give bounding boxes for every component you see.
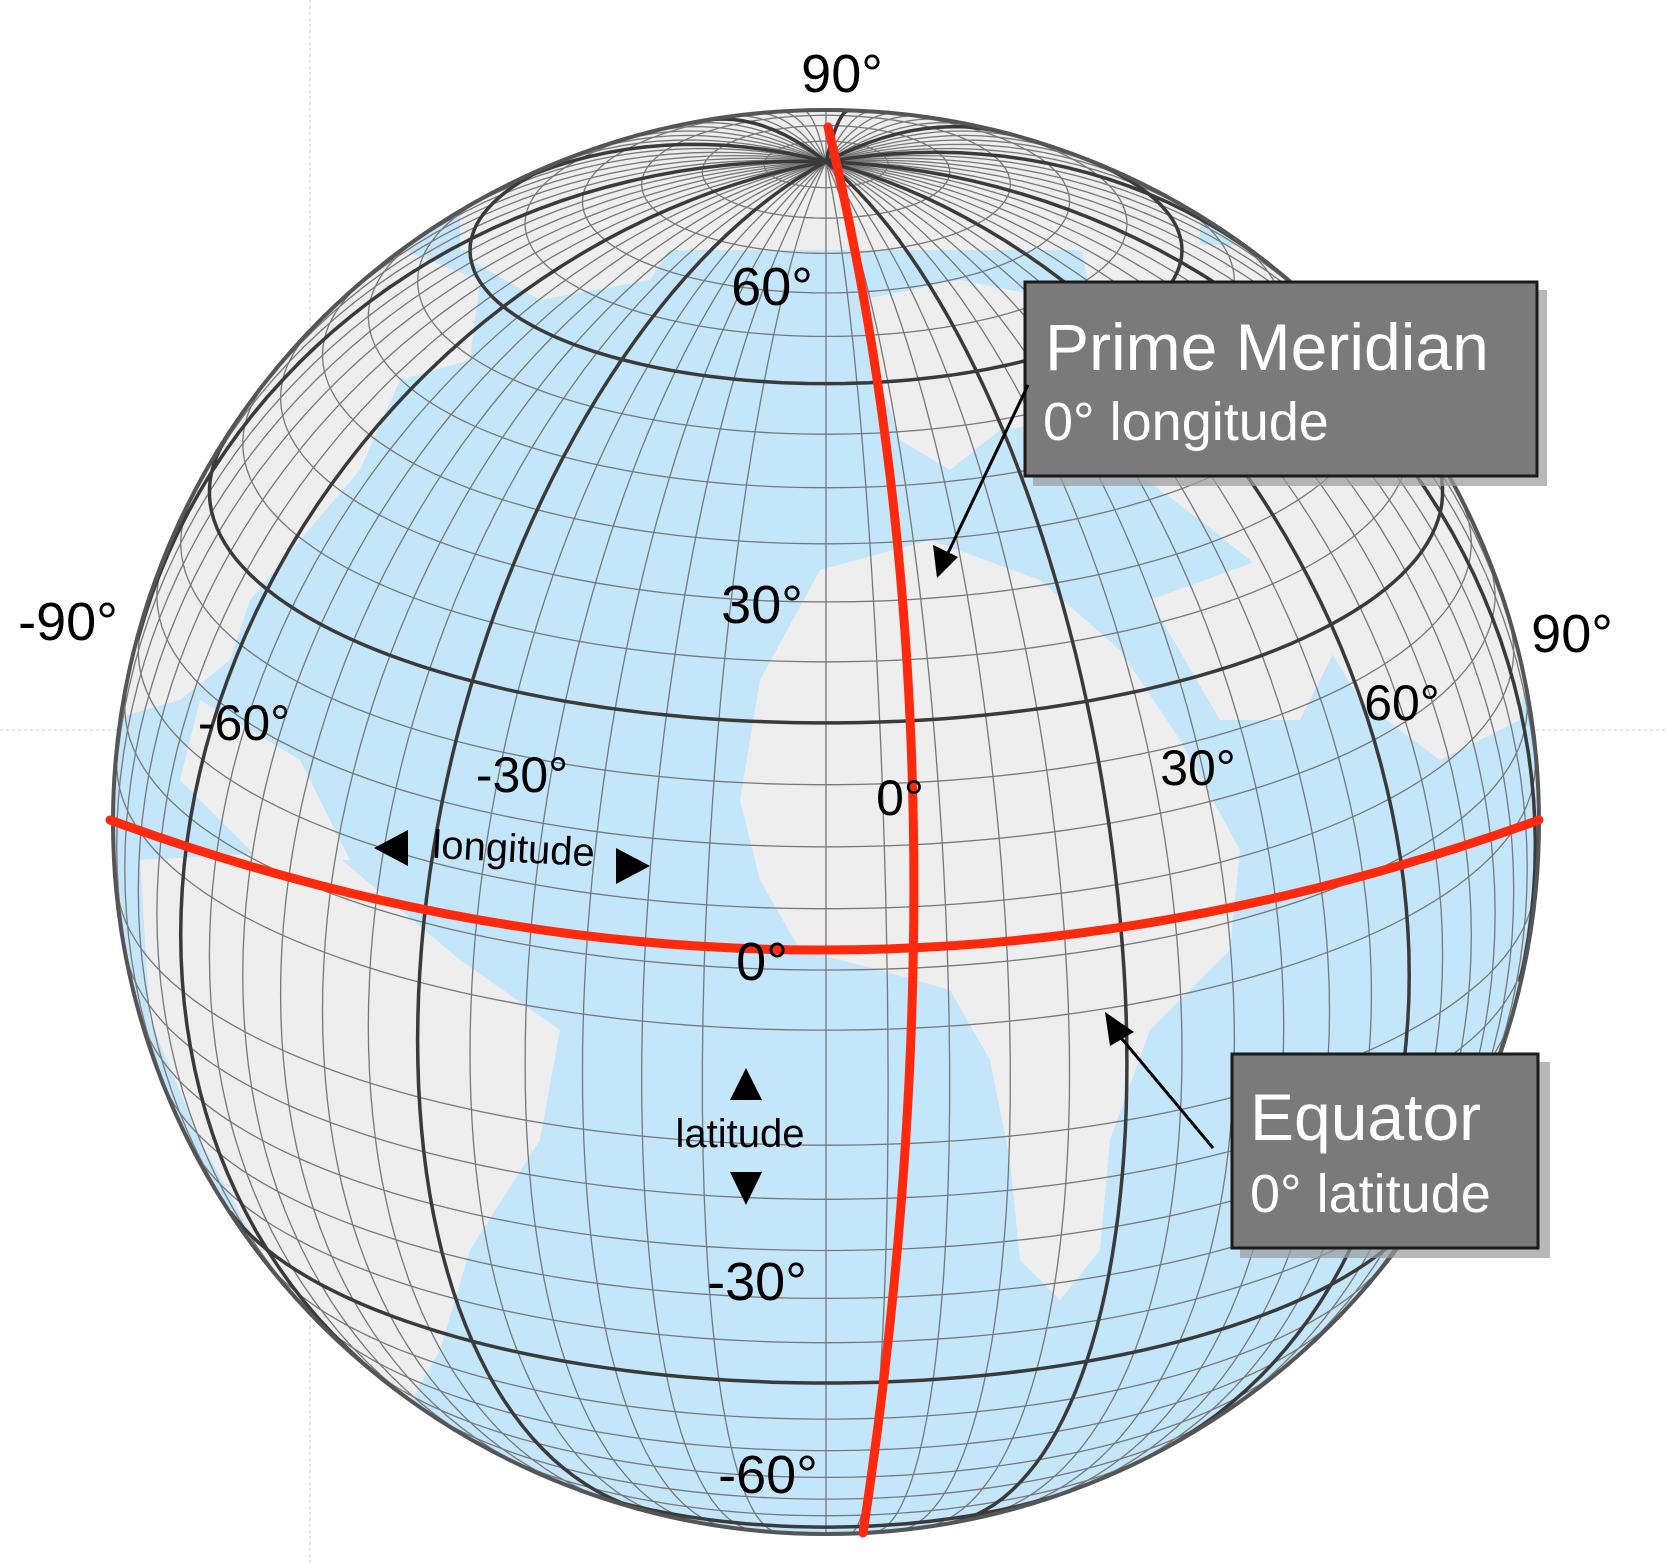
degree-labels: 90° -90° 90° 60° 30° 0° -30° -60° -60° -… [18, 44, 1613, 1505]
minor-meridian [208, 161, 827, 1414]
minor-meridian [393, 151, 827, 257]
minor-meridian [825, 130, 1027, 163]
major-meridian [178, 160, 827, 1377]
minor-meridian [825, 143, 1153, 190]
pointer-arrowhead-icon [1105, 1012, 1134, 1046]
minor-meridian [825, 161, 1285, 1502]
graticule-major [136, 110, 1538, 1529]
major-meridian [825, 150, 1259, 258]
minor-meridian [825, 161, 1528, 1113]
minor-meridian [825, 161, 1236, 1509]
longitude-indicator: longitude [374, 823, 650, 884]
callout-pointer [946, 384, 1030, 554]
land-south-america [140, 850, 560, 1420]
pointer-arrowhead-icon [933, 545, 958, 578]
major-meridian [136, 159, 827, 641]
label-latitude-60n: 60° [731, 257, 813, 317]
minor-meridian [279, 161, 827, 1466]
equator-subtitle: 0° latitude [1250, 1164, 1491, 1224]
minor-meridian [328, 154, 827, 313]
major-parallel [207, 439, 1445, 725]
minor-meridian [825, 154, 1324, 313]
label-latitude-30s: -30° [707, 1252, 807, 1312]
minor-meridian [825, 161, 1011, 1531]
equator-title: Equator [1250, 1080, 1481, 1154]
minor-meridian [734, 115, 827, 163]
label-longitude-minus-30: -30° [476, 747, 568, 803]
minor-meridian [524, 161, 827, 1525]
major-meridian [824, 160, 1129, 1526]
label-north-pole: 90° [801, 44, 883, 104]
minor-meridian [825, 134, 1063, 163]
arrow-up-icon [730, 1068, 762, 1100]
minor-meridian [825, 147, 1206, 221]
label-latitude-30n: 30° [721, 575, 803, 635]
minor-meridian [137, 161, 827, 1231]
label-longitude-0: 0° [876, 770, 924, 826]
label-longitude-30: 30° [1160, 740, 1236, 796]
prime-meridian-subtitle: 0° longitude [1043, 392, 1329, 452]
longitude-word: longitude [431, 823, 595, 875]
equator-callout: Equator 0° latitude [1105, 1012, 1550, 1258]
arrow-right-icon [616, 848, 650, 884]
label-west-edge: -90° [18, 592, 118, 652]
minor-meridian [681, 122, 827, 163]
minor-meridian [825, 161, 1515, 1231]
minor-meridian [184, 159, 827, 512]
minor-meridian [701, 161, 827, 1533]
label-latitude-60s: -60° [718, 1445, 818, 1505]
minor-meridian [825, 115, 918, 163]
major-meridian [499, 142, 827, 191]
arrow-down-icon [730, 1172, 762, 1205]
minor-meridian [321, 161, 827, 1489]
minor-meridian [124, 161, 827, 1113]
major-meridian [415, 160, 827, 1510]
minor-meridian [255, 157, 827, 397]
minor-meridian [825, 112, 896, 163]
latitude-indicator: latitude [676, 1068, 805, 1205]
minor-meridian [825, 161, 1071, 1528]
major-parallel [229, 1210, 1423, 1385]
minor-meridian [756, 112, 827, 163]
arrow-left-icon [374, 830, 408, 866]
callout-pointer [1115, 1032, 1215, 1149]
latitude-word: latitude [676, 1112, 805, 1156]
minor-meridian [469, 161, 827, 1518]
prime-meridian-line [823, 122, 919, 1538]
minor-meridian [367, 161, 827, 1502]
label-east-edge: 90° [1531, 604, 1613, 664]
label-longitude-60: 60° [1364, 675, 1440, 731]
minor-meridian [446, 147, 827, 221]
minor-meridian [825, 122, 971, 163]
minor-meridian [116, 161, 827, 983]
land-africa [740, 540, 1240, 1300]
major-parallel [573, 1486, 1079, 1529]
minor-meridian [625, 130, 827, 163]
minor-meridian [641, 161, 827, 1531]
label-latitude-0: 0° [736, 932, 788, 992]
equator-line [105, 815, 1544, 955]
minor-meridian [113, 161, 827, 823]
minor-meridian [825, 161, 1183, 1518]
minor-meridian [156, 161, 827, 1317]
land-arabia [1150, 560, 1340, 720]
major-parallel [468, 157, 1184, 386]
prime-meridian-title: Prime Meridian [1045, 310, 1489, 384]
callout-box [1023, 280, 1539, 478]
label-longitude-minus-60: -60° [198, 695, 290, 751]
prime-meridian-callout: Prime Meridian 0° longitude [933, 280, 1547, 578]
callout-box [1230, 1052, 1540, 1250]
minor-meridian [589, 134, 827, 163]
minor-meridian [581, 161, 827, 1528]
